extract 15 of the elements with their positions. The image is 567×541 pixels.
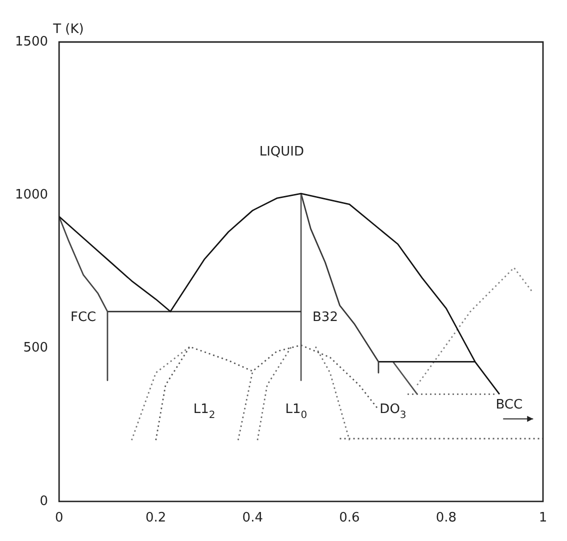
x-tick-label: 0.2 [146,510,166,526]
annotation: B32 [312,310,338,326]
y-tick-label: 500 [23,340,48,356]
annotation: FCC [70,310,96,326]
x-tick-label: 1 [538,510,548,526]
x-tick-label: 0.8 [436,510,457,526]
y-tick-label: 0 [40,494,48,509]
y-tick-label: 1000 [14,188,48,203]
annotation: BCC [496,397,523,412]
y-axis-title: T (K) [52,22,84,37]
x-tick-label: 0.6 [339,510,360,526]
x-tick-label: 0 [54,510,64,526]
annotation: LIQUID [259,144,304,160]
y-tick-label: 1500 [14,34,48,50]
x-tick-label: 0.4 [242,510,263,526]
